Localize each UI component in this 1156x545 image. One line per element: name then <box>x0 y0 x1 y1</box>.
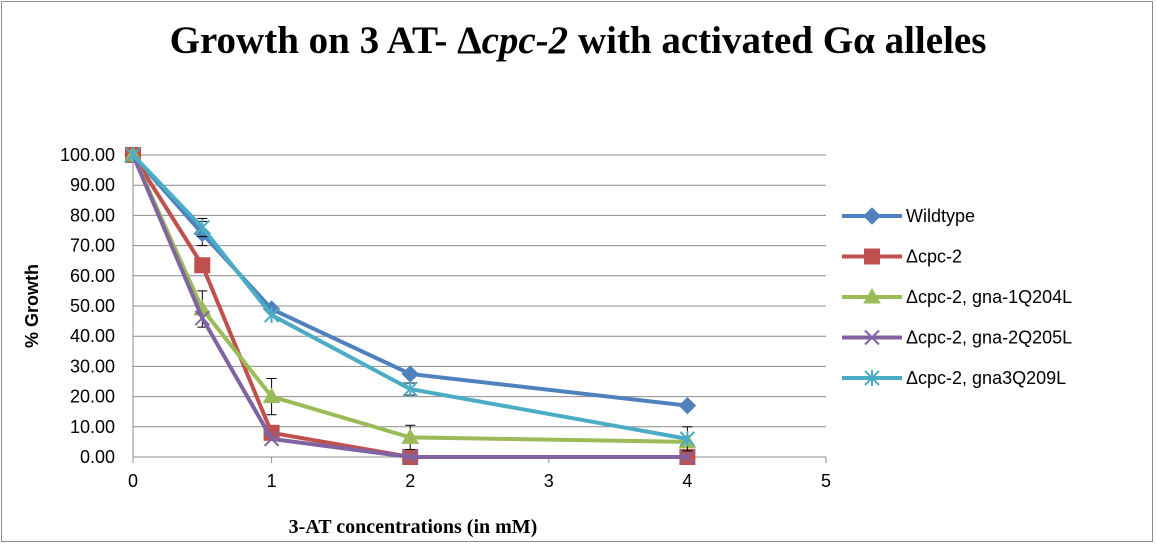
legend-item: Δcpc-2, gna-2Q205L <box>842 328 1072 348</box>
y-axis-label: % Growth <box>22 264 42 348</box>
data-point-square <box>864 248 880 265</box>
axes <box>132 155 827 463</box>
data-point-diamond <box>678 396 697 415</box>
data-point-x <box>679 449 696 465</box>
legend-item: Δcpc-2, gna3Q209L <box>842 368 1066 388</box>
series-3 <box>124 145 697 450</box>
data-point-diamond <box>863 207 881 225</box>
legend-item: Δcpc-2 <box>842 247 962 267</box>
data-point-star <box>263 307 280 324</box>
x-tick-label: 3 <box>544 471 554 491</box>
x-stroke <box>679 449 696 465</box>
data-point-triangle <box>401 428 420 444</box>
legend-label: Δcpc-2, gna3Q209L <box>906 368 1066 388</box>
x-axis-label: 3-AT concentrations (in mM) <box>289 516 538 538</box>
data-point-diamond <box>401 365 419 383</box>
legend-label: Δcpc-2, gna-1Q204L <box>906 287 1072 307</box>
x-tick-label: 4 <box>682 471 692 491</box>
data-point-x <box>263 431 280 447</box>
y-tick-labels: 0.00 10.00 20.00 30.00 40.00 50.00 60.00 70.00 8… <box>60 145 115 467</box>
x-stroke <box>402 449 418 465</box>
chart-title-prefix: Growth on 3 AT- Δ <box>169 19 482 62</box>
data-point-x <box>194 310 211 326</box>
x-tick-label: 1 <box>267 471 277 491</box>
y-tick-label: 20.00 <box>70 387 115 407</box>
data-point-star <box>402 381 418 398</box>
chart-title-suffix: with activated Gα alleles <box>568 19 987 62</box>
y-tick-label: 40.00 <box>70 326 115 346</box>
y-tick-label: 10.00 <box>70 417 115 437</box>
legend: Wildtype Δcpc-2 Δcpc-2, gna-1Q204L Δcpc-2,… <box>842 206 1072 388</box>
data-point-star <box>864 370 880 386</box>
y-tick-label: 80.00 <box>70 205 115 225</box>
grid-lines <box>133 154 826 428</box>
legend-item: Wildtype <box>842 206 975 226</box>
legend-item: Δcpc-2, gna-1Q204L <box>842 287 1072 307</box>
data-point-star <box>679 430 696 447</box>
y-tick-label: 0.00 <box>80 447 115 467</box>
data-point-square <box>194 257 211 274</box>
legend-label: Δcpc-2, gna-2Q205L <box>906 328 1072 348</box>
y-tick-label: 90.00 <box>70 175 115 195</box>
data-point-triangle <box>863 287 881 304</box>
y-tick-label: 70.00 <box>70 236 115 256</box>
x-tick-label: 2 <box>405 471 415 491</box>
legend-label: Δcpc-2 <box>906 247 962 267</box>
data-point-triangle <box>262 387 281 404</box>
x-stroke <box>864 329 880 346</box>
data-point-star <box>125 147 141 163</box>
data-point-x <box>864 329 880 346</box>
y-tick-label: 100.00 <box>60 145 115 165</box>
series-group <box>124 145 697 465</box>
data-point-star <box>194 219 211 236</box>
chart-title: Growth on 3 AT- Δcpc-2 with activated Gα… <box>0 18 1156 63</box>
x-stroke <box>263 431 280 447</box>
x-tick-label: 0 <box>128 471 138 491</box>
x-tick-labels: 0 1 2 3 4 5 <box>128 471 831 491</box>
legend-label: Wildtype <box>906 206 975 226</box>
data-point-x <box>402 449 418 465</box>
y-tick-label: 60.00 <box>70 266 115 286</box>
x-stroke <box>194 310 211 326</box>
y-tick-label: 50.00 <box>70 296 115 316</box>
series-5 <box>125 147 696 452</box>
chart-title-italic: cpc-2 <box>481 19 569 62</box>
y-tick-label: 30.00 <box>70 356 115 376</box>
x-tick-label: 5 <box>821 471 831 491</box>
